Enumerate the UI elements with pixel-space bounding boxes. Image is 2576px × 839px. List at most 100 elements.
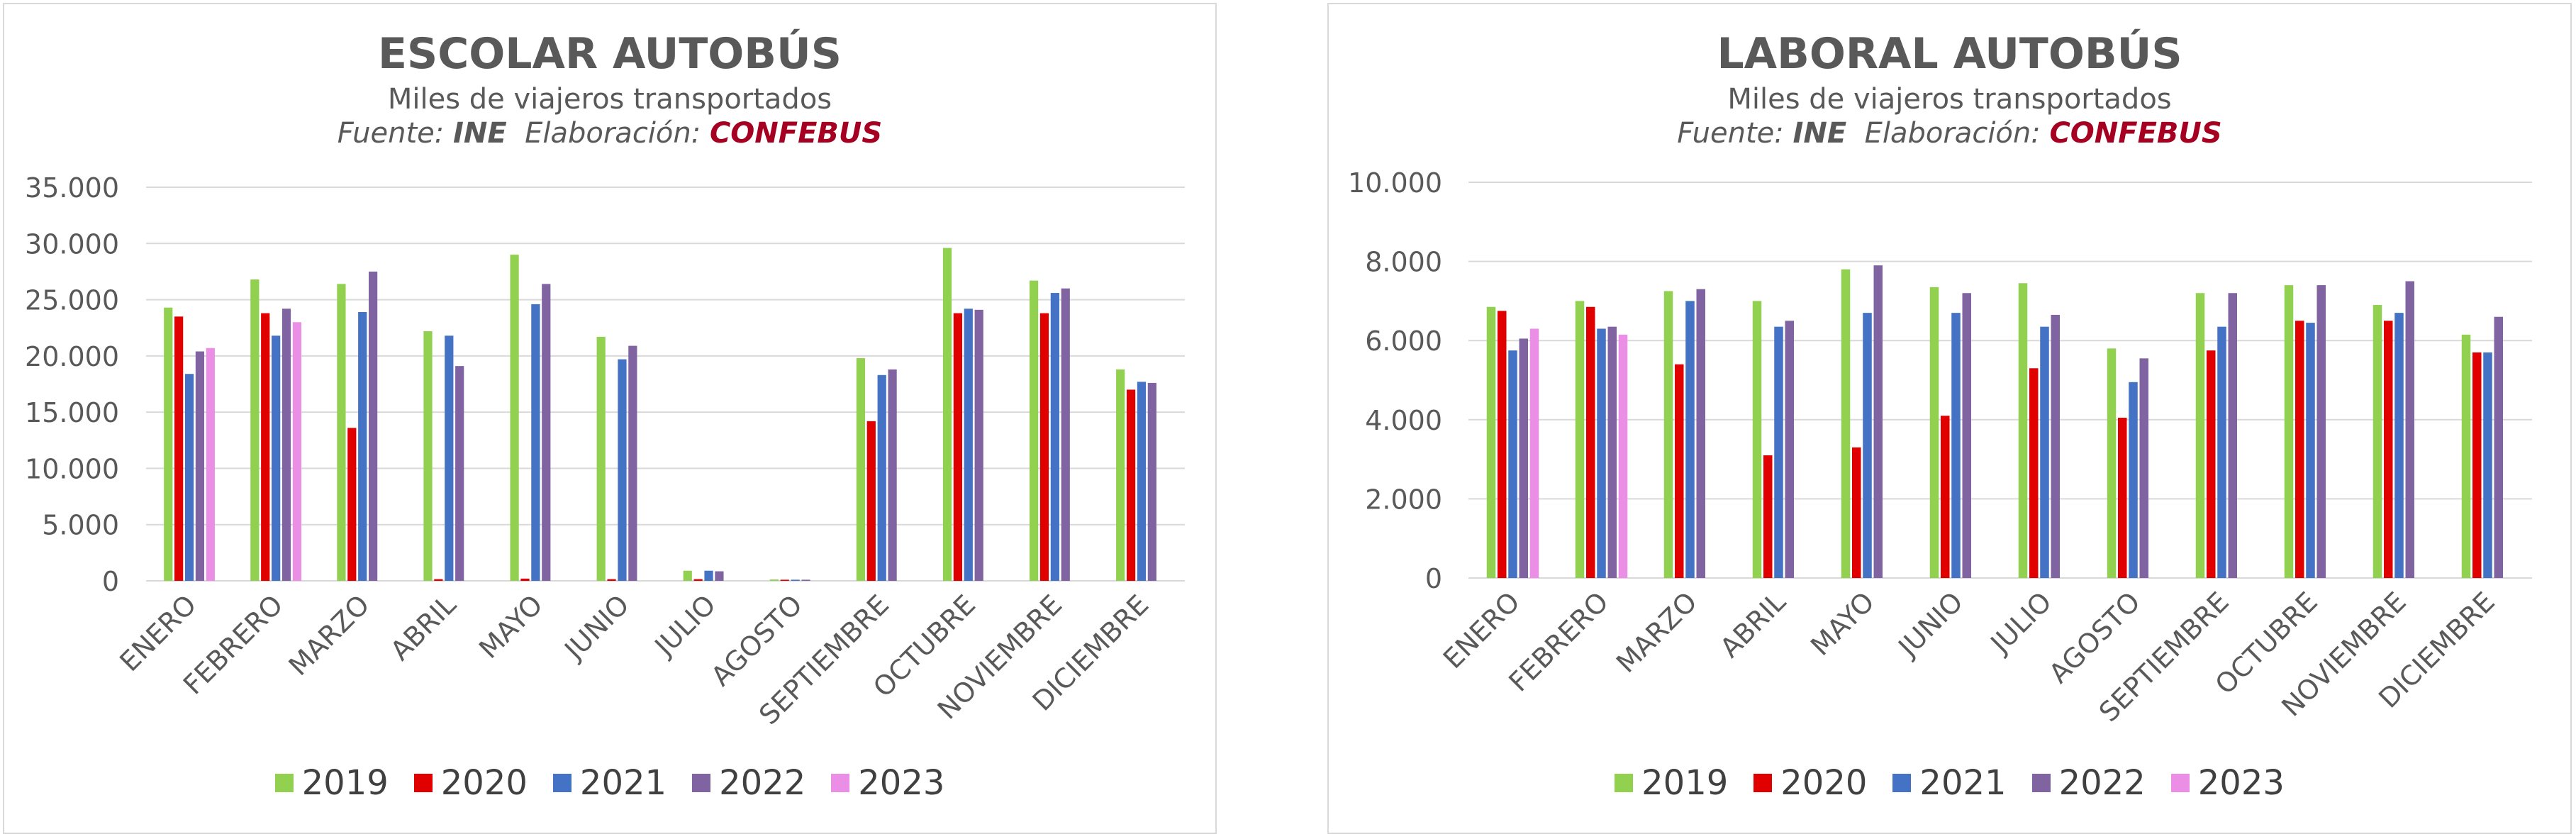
- legend-item-2022: 2022: [2031, 763, 2146, 803]
- chart-title: ESCOLAR AUTOBÚS: [378, 29, 842, 79]
- legend-swatch: [831, 774, 850, 792]
- bar-2019-enero: [1486, 306, 1496, 578]
- chart-source: Fuente: INE Elaboración: CONFEBUS: [4, 116, 1215, 150]
- bar-2021-noviembre: [1050, 293, 1059, 581]
- legend-swatch: [1753, 774, 1773, 792]
- bar-2021-mayo: [1863, 313, 1872, 578]
- y-tick-label: 8.000: [1365, 247, 1442, 278]
- source-prefix: Fuente:: [337, 117, 453, 150]
- y-tick-label: 35.000: [25, 172, 119, 204]
- laboral-chart-panel: LABORAL AUTOBÚS Miles de viajeros transp…: [1327, 3, 2572, 834]
- x-tick-label: JULIO: [1984, 586, 2058, 660]
- chart-legend: 2019 2020 2021 2022 2023: [1329, 763, 2570, 803]
- source-name: INE: [1792, 117, 1847, 150]
- bar-2021-octubre: [2306, 323, 2315, 578]
- bar-2022-abril: [455, 366, 464, 581]
- x-tick-label: ABRIL: [1714, 586, 1792, 664]
- bar-2020-febrero: [261, 313, 270, 581]
- escolar-bar-chart: 0 5.000 10.000 15.000 20.000 25.000 30.000 35.0…: [25, 172, 1185, 730]
- bar-2020-septiembre: [2207, 350, 2216, 578]
- legend-label: 2020: [440, 763, 528, 803]
- y-tick-label: 5.000: [42, 510, 119, 541]
- bar-2022-abril: [1785, 321, 1794, 578]
- bar-2022-noviembre: [2405, 281, 2414, 578]
- legend-swatch: [552, 774, 571, 792]
- bar-2021-agosto: [2129, 382, 2138, 578]
- x-tick-label: JUNIO: [1892, 586, 1969, 663]
- bar-2019-mayo: [510, 255, 519, 581]
- bar-2019-abril: [1752, 301, 1762, 578]
- chart-legend: 2019 2020 2021 2022 2023: [4, 763, 1215, 803]
- legend-label: 2023: [2197, 763, 2285, 803]
- bar-2023-febrero: [1618, 334, 1628, 578]
- bar-2019-mayo: [1841, 269, 1851, 578]
- bar-2020-abril: [434, 579, 443, 581]
- bar-2019-septiembre: [2195, 293, 2205, 578]
- legend-label: 2023: [858, 763, 945, 803]
- legend-item-2023: 2023: [831, 763, 944, 803]
- y-tick-label: 0: [102, 566, 119, 597]
- bar-2019-junio: [1929, 287, 1939, 578]
- legend-item-2021: 2021: [1892, 763, 2007, 803]
- bar-2021-septiembre: [2217, 326, 2226, 578]
- bar-2022-mayo: [1873, 265, 1883, 578]
- bar-2020-octubre: [2295, 321, 2304, 578]
- x-tick-label: ENERO: [113, 589, 202, 677]
- y-tick-label: 15.000: [25, 397, 119, 428]
- chart-subtitle: Miles de viajeros transportados: [387, 83, 832, 116]
- chart-title: LABORAL AUTOBÚS: [1717, 29, 2182, 79]
- bar-2019-marzo: [337, 284, 346, 581]
- bar-2022-julio: [2051, 314, 2060, 578]
- legend-item-2022: 2022: [692, 763, 805, 803]
- chart-source: Fuente: INE Elaboración: CONFEBUS: [1329, 116, 2570, 150]
- escolar-chart-panel: ESCOLAR AUTOBÚS Miles de viajeros transp…: [3, 3, 1217, 834]
- legend-item-2020: 2020: [413, 763, 528, 803]
- bar-2021-octubre: [964, 309, 973, 581]
- bar-2023-enero: [206, 348, 215, 581]
- bar-2019-noviembre: [2373, 304, 2382, 578]
- legend-swatch: [1615, 774, 1634, 792]
- bar-2023-febrero: [292, 322, 302, 581]
- bar-2021-febrero: [272, 335, 281, 581]
- legend-swatch: [1892, 774, 1912, 792]
- bar-2019-octubre: [942, 248, 952, 581]
- legend-label: 2021: [1919, 763, 2007, 803]
- legend-swatch: [413, 774, 433, 792]
- bar-2022-marzo: [1696, 289, 1705, 578]
- bar-2020-julio: [2029, 368, 2039, 578]
- bar-2021-agosto: [791, 579, 800, 581]
- legend-swatch: [692, 774, 711, 792]
- bar-2022-marzo: [368, 271, 378, 581]
- bar-2021-junio: [1951, 313, 1961, 578]
- y-tick-label: 25.000: [25, 285, 119, 316]
- bar-2020-mayo: [520, 578, 530, 581]
- x-tick-label: MARZO: [1610, 586, 1703, 679]
- bar-2022-enero: [1519, 338, 1528, 578]
- bar-2022-octubre: [974, 309, 983, 581]
- bar-2022-febrero: [281, 309, 291, 581]
- bar-2021-marzo: [1685, 301, 1695, 578]
- bar-2019-septiembre: [856, 358, 866, 581]
- bar-2019-junio: [596, 336, 606, 581]
- bar-2022-septiembre: [888, 369, 897, 581]
- elab-name: CONFEBUS: [709, 117, 883, 150]
- elab-prefix: Elaboración:: [525, 117, 710, 150]
- bar-2019-octubre: [2284, 285, 2294, 578]
- bar-2019-agosto: [2107, 348, 2117, 578]
- bar-2023-enero: [1529, 328, 1539, 578]
- bar-2019-marzo: [1663, 291, 1673, 578]
- bar-2021-diciembre: [2483, 352, 2492, 578]
- bar-2019-noviembre: [1029, 280, 1039, 581]
- bar-2022-septiembre: [2228, 293, 2237, 578]
- bar-2021-noviembre: [2394, 313, 2404, 578]
- bar-2019-julio: [2018, 283, 2028, 578]
- source-name: INE: [452, 117, 507, 150]
- bar-2019-febrero: [250, 279, 260, 581]
- laboral-bar-chart: 02.0004.0006.0008.00010.000ENEROFEBREROM…: [1348, 167, 2532, 728]
- chart-subtitle: Miles de viajeros transportados: [1727, 83, 2172, 116]
- bar-2021-julio: [2040, 326, 2049, 578]
- bar-2020-agosto: [2118, 418, 2127, 578]
- legend-swatch: [2031, 774, 2051, 792]
- bar-2021-junio: [618, 359, 627, 581]
- bar-2020-enero: [174, 316, 184, 581]
